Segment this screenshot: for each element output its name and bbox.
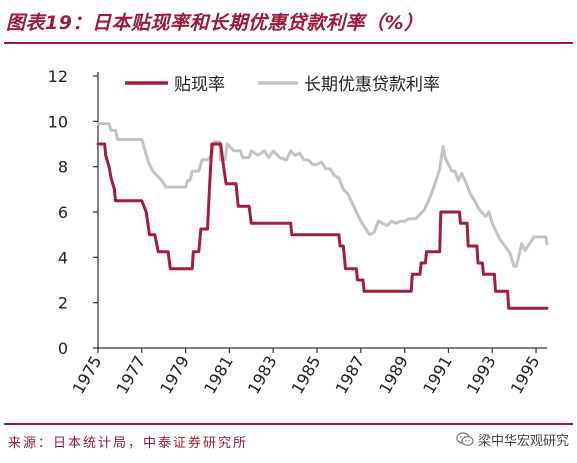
title-divider: [4, 42, 573, 44]
y-tick-label: 0: [58, 339, 68, 358]
x-tick-label: 1991: [419, 353, 456, 398]
x-tick-label: 1993: [463, 353, 500, 398]
wechat-icon: [456, 432, 474, 446]
x-tick-label: 1977: [112, 353, 149, 398]
y-tick-label: 6: [58, 203, 68, 222]
chart-title: 图表19：日本贴现率和长期优惠贷款利率（%）: [6, 12, 424, 34]
x-tick-label: 1981: [200, 353, 237, 398]
x-axis: 1975 1977 1979 1981 1983 1985 1987 1989 1991 1993…: [69, 347, 547, 398]
x-tick-label: 1985: [288, 353, 325, 398]
y-axis: 0 2 4 6 8 10 12: [48, 67, 99, 358]
y-tick-label: 10: [48, 112, 68, 131]
x-tick-label: 1989: [375, 353, 412, 398]
watermark-label: 梁中华宏观研究: [477, 434, 569, 449]
series-line: [96, 122, 549, 268]
y-tick-label: 2: [58, 294, 68, 313]
x-tick-label: 1983: [244, 353, 281, 398]
y-tick-label: 4: [58, 248, 68, 267]
legend-label: 贴现率: [174, 75, 225, 95]
watermark: 梁中华宏观研究: [456, 430, 569, 449]
series-layer: [96, 122, 549, 310]
series-line: [96, 142, 549, 310]
y-tick-label: 8: [58, 158, 68, 177]
source-note: 来源：日本统计局，中泰证券研究所: [8, 436, 249, 451]
x-tick-label: 1975: [69, 353, 106, 398]
y-tick-label: 12: [48, 67, 68, 86]
x-tick-label: 1979: [156, 353, 193, 398]
footer-divider: [4, 423, 573, 425]
legend-label: 长期优惠贷款利率: [304, 75, 440, 95]
x-tick-label: 1995: [507, 353, 544, 398]
legend: 贴现率 长期优惠贷款利率: [125, 75, 440, 95]
x-tick-label: 1987: [331, 353, 368, 398]
